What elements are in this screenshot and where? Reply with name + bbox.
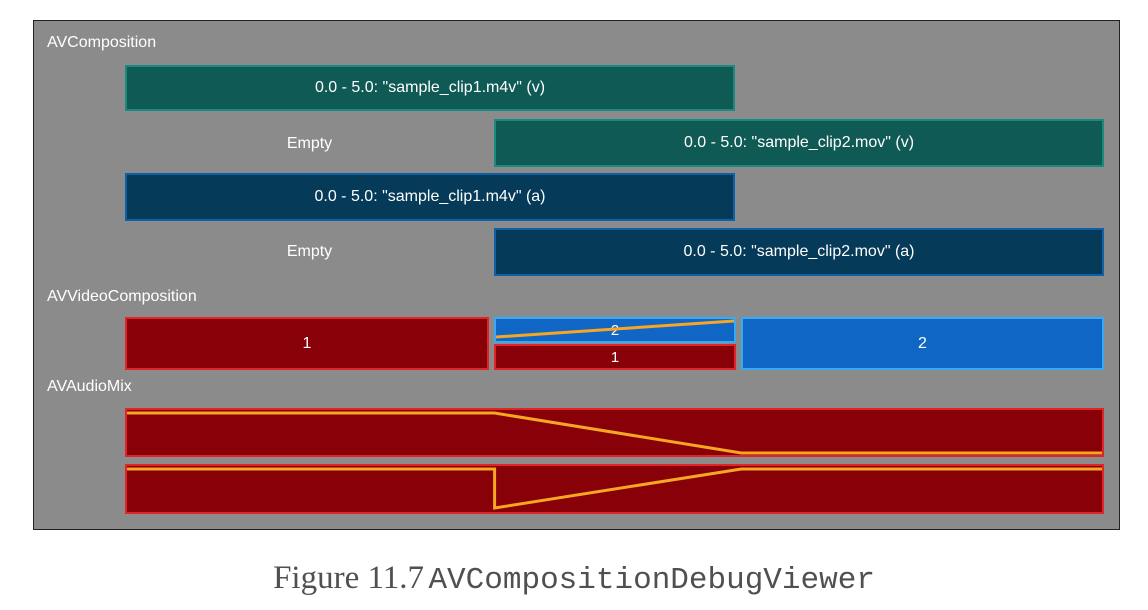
section-label-avvideocomposition: AVVideoComposition	[47, 288, 197, 305]
composition-debug-viewer: AVComposition 0.0 - 5.0: "sample_clip1.m…	[33, 20, 1120, 530]
section-label-avcomposition: AVComposition	[47, 34, 157, 51]
video-segment-clip2: 0.0 - 5.0: "sample_clip2.mov" (v)	[494, 119, 1104, 167]
audio-volume-ramps	[127, 411, 1102, 510]
section-label-avaudiomix: AVAudioMix	[47, 378, 132, 395]
instruction-1-layer: 1	[125, 317, 489, 370]
figure-caption: Figure 11.7 AVCompositionDebugViewer	[0, 560, 1148, 598]
instruction-2-layer: 2	[741, 317, 1104, 370]
transition-opacity-line	[495, 319, 735, 339]
empty-segment-audio-track-2: Empty	[286, 243, 333, 260]
audio-segment-clip2: 0.0 - 5.0: "sample_clip2.mov" (a)	[494, 228, 1104, 276]
transition-bottom-layer: 1	[494, 344, 736, 370]
audio-segment-clip1: 0.0 - 5.0: "sample_clip1.m4v" (a)	[125, 173, 735, 221]
track-1-volume-ramp-line	[127, 411, 1102, 455]
caption-viewer-name: AVCompositionDebugViewer	[428, 563, 875, 598]
caption-figure-number: Figure 11.7	[273, 560, 424, 596]
empty-segment-video-track-2: Empty	[286, 135, 333, 152]
video-segment-clip1: 0.0 - 5.0: "sample_clip1.m4v" (v)	[125, 65, 735, 111]
transition-opacity-ramp	[495, 319, 735, 339]
track-2-volume-ramp-line	[127, 467, 1102, 510]
audio-mix-track-2	[125, 464, 1104, 514]
